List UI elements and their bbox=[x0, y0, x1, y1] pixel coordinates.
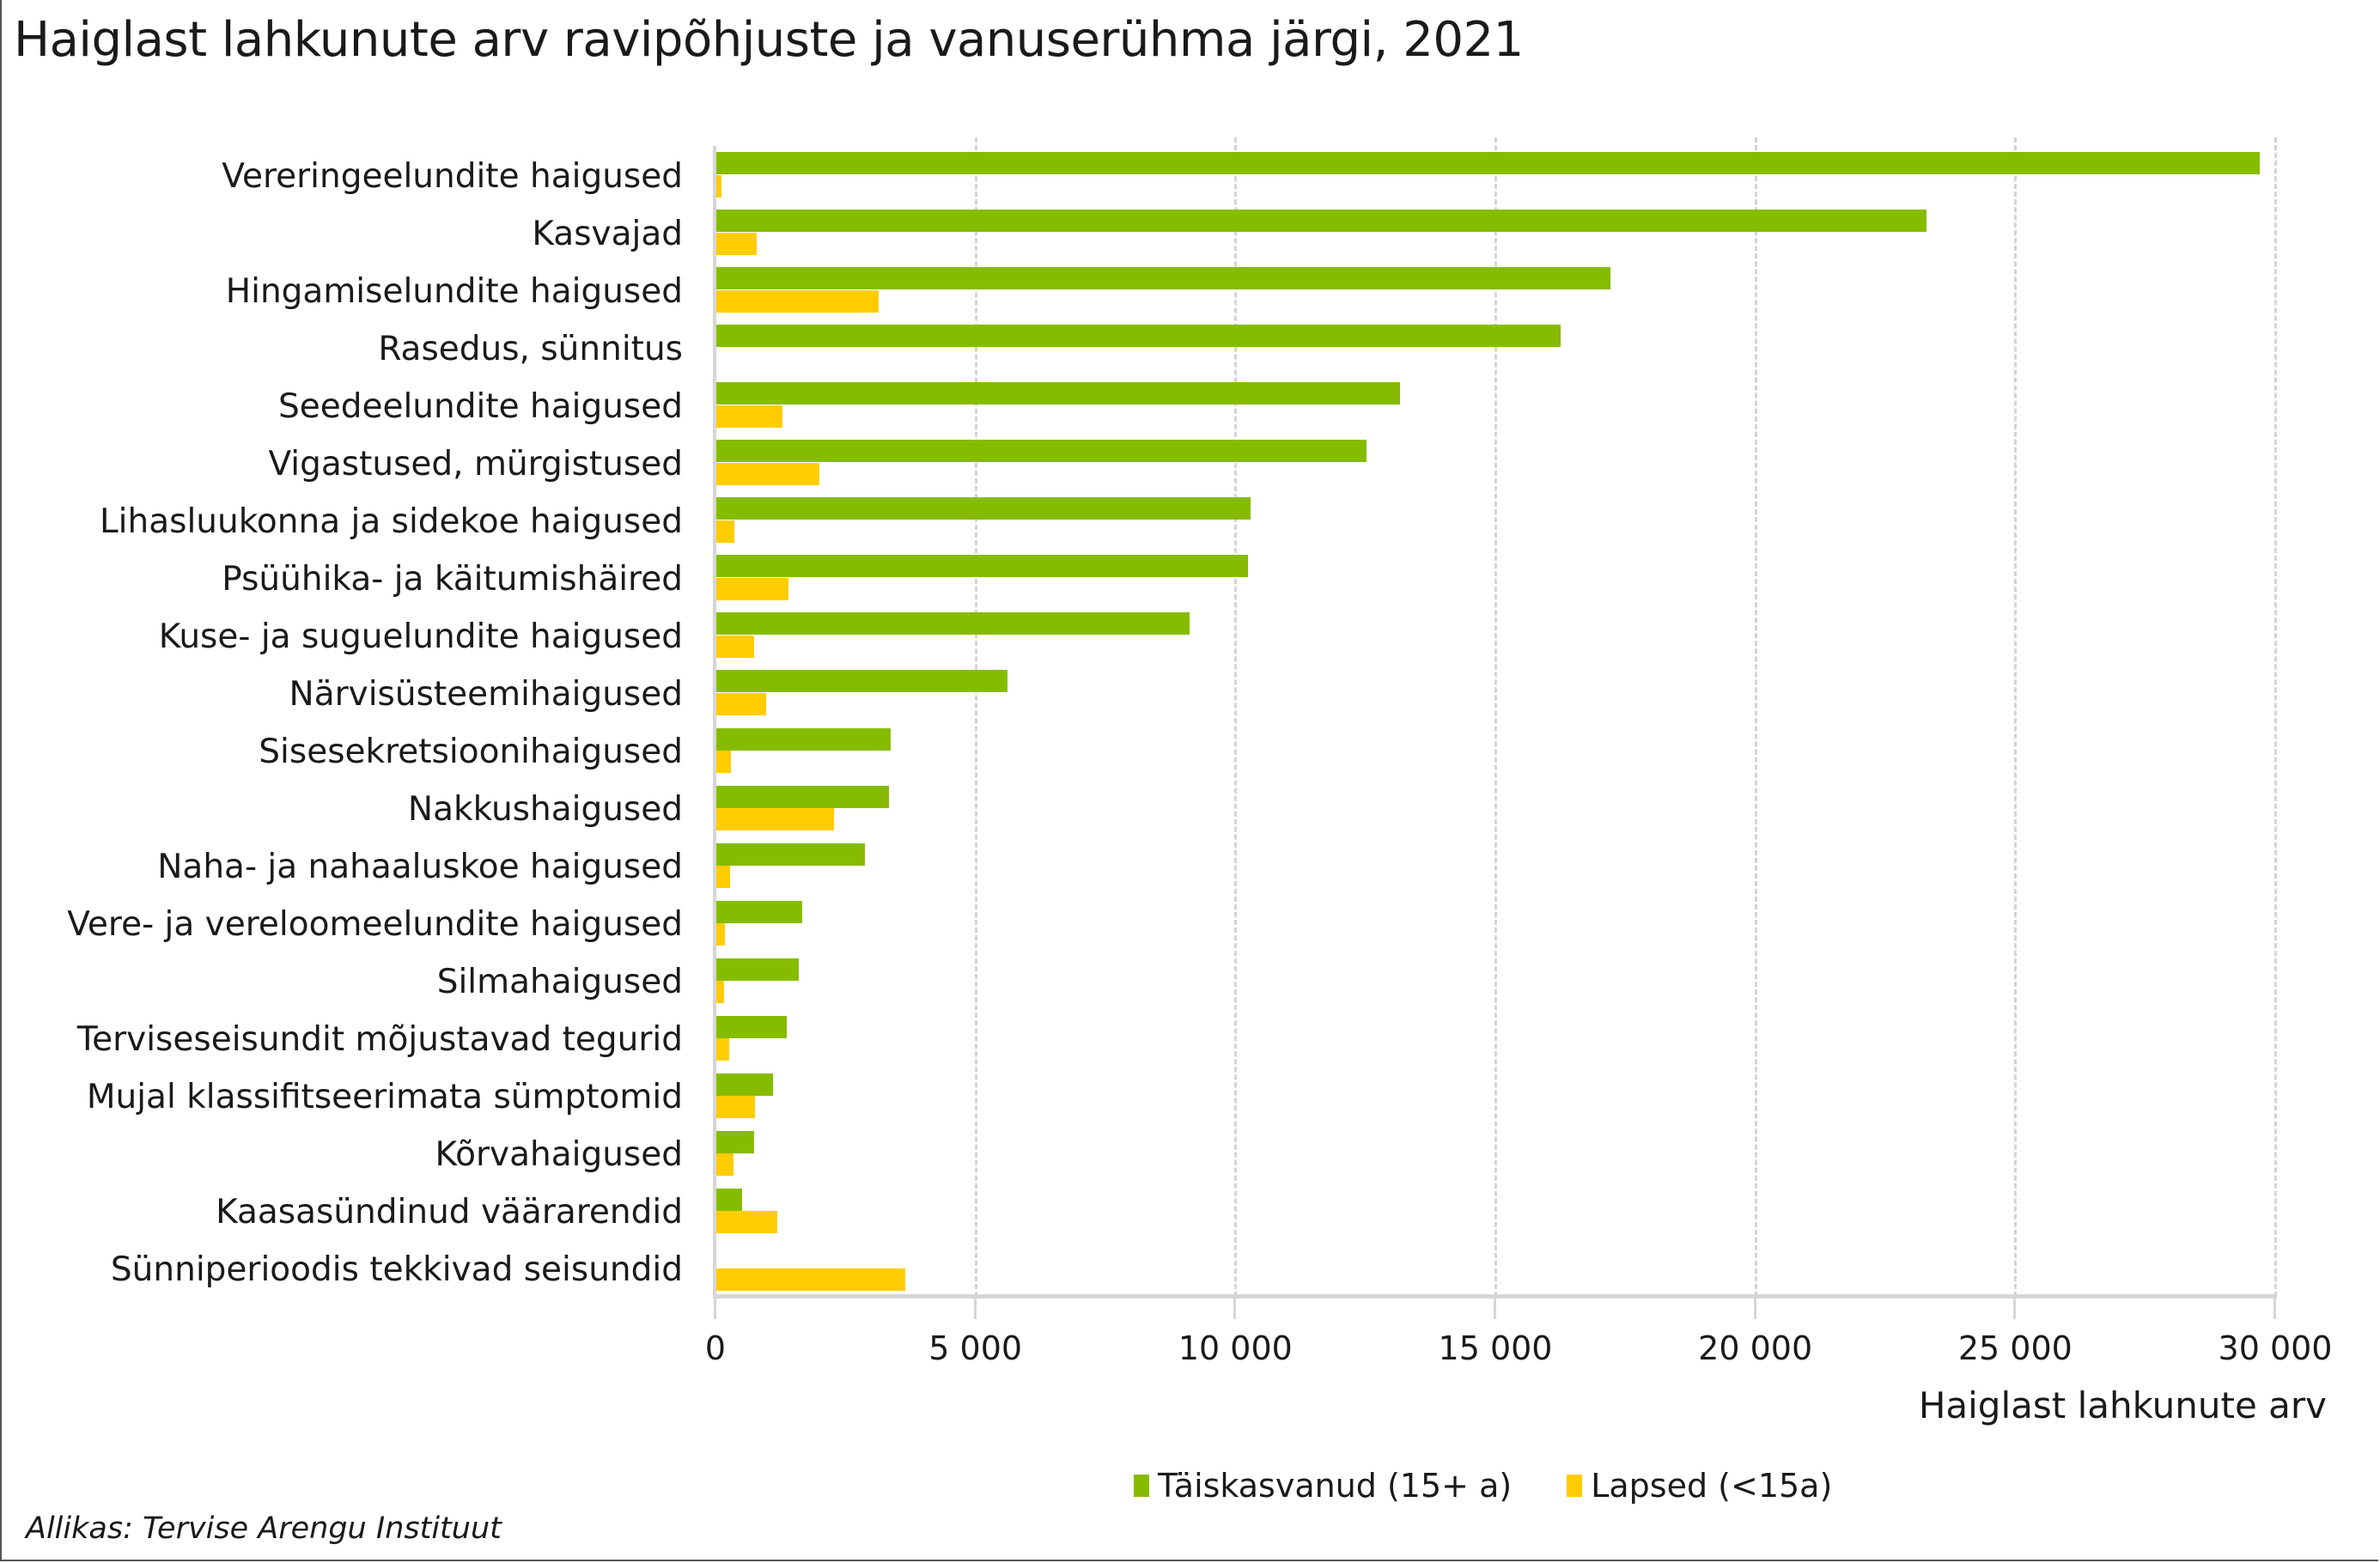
gridline bbox=[2274, 137, 2277, 1297]
legend-item-adults[interactable]: Täiskasvanud (15+ a) bbox=[1134, 1467, 1512, 1505]
bar-adults[interactable] bbox=[715, 267, 1611, 290]
category-label: Närvisüsteemihaigused bbox=[289, 674, 683, 714]
bar-children[interactable] bbox=[715, 808, 835, 831]
gridline bbox=[2014, 137, 2018, 1297]
x-tick-mark bbox=[2013, 1298, 2017, 1319]
chart-title: Haiglast lahkunute arv ravipõhjuste ja v… bbox=[14, 12, 1524, 68]
x-tick-label: 30 000 bbox=[2218, 1329, 2333, 1367]
category-label: Kasvajad bbox=[532, 214, 683, 253]
category-label: Rasedus, sünnitus bbox=[378, 329, 683, 368]
category-label: Sünniperioodis tekkivad seisundid bbox=[110, 1250, 683, 1290]
bar-adults[interactable] bbox=[715, 670, 1007, 693]
category-label: Psüühika- ja käitumishäired bbox=[222, 559, 683, 599]
x-tick-label: 15 000 bbox=[1438, 1329, 1553, 1367]
bar-children[interactable] bbox=[715, 635, 754, 658]
bar-children[interactable] bbox=[715, 692, 766, 715]
legend-swatch-green-icon bbox=[1134, 1475, 1149, 1497]
bar-adults[interactable] bbox=[715, 1130, 754, 1153]
x-tick-mark bbox=[1753, 1298, 1756, 1319]
bar-children[interactable] bbox=[715, 174, 722, 198]
bar-adults[interactable] bbox=[715, 612, 1190, 636]
bar-adults[interactable] bbox=[715, 958, 799, 981]
x-tick-mark bbox=[2273, 1298, 2276, 1319]
category-label: Vigastused, mürgistused bbox=[268, 444, 683, 483]
bar-children[interactable] bbox=[715, 1038, 729, 1061]
bar-children[interactable] bbox=[715, 866, 730, 889]
bar-children[interactable] bbox=[715, 751, 731, 773]
bar-children[interactable] bbox=[715, 1211, 778, 1234]
x-tick-label: 25 000 bbox=[1957, 1329, 2073, 1367]
category-label: Terviseseisundit mõjustavad tegurid bbox=[76, 1020, 683, 1060]
bar-children[interactable] bbox=[715, 462, 820, 485]
category-label: Naha- ja nahaaluskoe haigused bbox=[157, 848, 683, 887]
plot-area bbox=[713, 137, 2277, 1319]
category-label: Sisesekretsioonihaigused bbox=[259, 733, 683, 771]
bar-adults[interactable] bbox=[715, 555, 1249, 578]
legend-label-adults: Täiskasvanud (15+ a) bbox=[1158, 1467, 1513, 1505]
bar-children[interactable] bbox=[715, 1096, 755, 1119]
legend-swatch-yellow-icon bbox=[1567, 1475, 1583, 1497]
category-label: Nakkushaigused bbox=[407, 790, 683, 830]
bar-adults[interactable] bbox=[715, 1188, 742, 1211]
x-tick-mark bbox=[973, 1298, 977, 1319]
bar-children[interactable] bbox=[715, 577, 788, 600]
bar-adults[interactable] bbox=[715, 152, 2260, 174]
x-tick-label: 5 000 bbox=[928, 1329, 1023, 1367]
x-tick-label: 10 000 bbox=[1178, 1329, 1293, 1367]
x-tick-mark bbox=[714, 1298, 716, 1319]
category-label: Vere- ja vereloomeelundite haigused bbox=[67, 905, 683, 945]
x-axis-title: Haiglast lahkunute arv bbox=[1918, 1384, 2327, 1426]
bar-children[interactable] bbox=[715, 1153, 733, 1177]
gridline bbox=[1754, 137, 1757, 1297]
category-label: Hingamiselundite haigused bbox=[225, 271, 683, 311]
bar-children[interactable] bbox=[715, 289, 880, 313]
bar-children[interactable] bbox=[715, 404, 783, 428]
legend: Täiskasvanud (15+ a) Lapsed (<15a) bbox=[1134, 1467, 1875, 1505]
y-axis-line bbox=[713, 146, 716, 1297]
bar-adults[interactable] bbox=[715, 842, 866, 866]
category-label: Silmahaigused bbox=[436, 963, 683, 1002]
gridline bbox=[1494, 137, 1497, 1297]
bar-adults[interactable] bbox=[715, 497, 1251, 520]
bar-children[interactable] bbox=[715, 923, 725, 946]
bar-adults[interactable] bbox=[715, 210, 1927, 233]
category-label: Vereringeelundite haigused bbox=[222, 156, 683, 196]
bar-adults[interactable] bbox=[715, 325, 1561, 348]
gridline bbox=[1234, 137, 1238, 1297]
bar-adults[interactable] bbox=[715, 382, 1401, 405]
bar-children[interactable] bbox=[715, 981, 724, 1004]
x-tick-mark bbox=[1494, 1298, 1496, 1319]
category-label: Mujal klassifitseerimata sümptomid bbox=[86, 1078, 683, 1117]
category-label: Kõrvahaigused bbox=[435, 1135, 683, 1175]
x-tick-label: 0 bbox=[704, 1329, 727, 1367]
bar-adults[interactable] bbox=[715, 440, 1367, 463]
x-tick-label: 20 000 bbox=[1698, 1329, 1813, 1367]
legend-item-children[interactable]: Lapsed (<15a) bbox=[1567, 1467, 1832, 1505]
source-note: Allikas: Tervise Arengu Instituut bbox=[26, 1511, 502, 1546]
x-axis-line bbox=[713, 1294, 2277, 1298]
bar-adults[interactable] bbox=[715, 785, 890, 808]
bar-children[interactable] bbox=[715, 232, 757, 255]
bar-adults[interactable] bbox=[715, 900, 803, 923]
category-label: Seedeelundite haigused bbox=[277, 386, 683, 426]
bar-children[interactable] bbox=[715, 520, 734, 543]
gridline bbox=[974, 137, 977, 1297]
category-label: Lihasluukonna ja sidekoe haigused bbox=[99, 502, 683, 541]
bar-adults[interactable] bbox=[715, 1073, 773, 1096]
bar-adults[interactable] bbox=[715, 727, 891, 751]
bar-adults[interactable] bbox=[715, 1015, 787, 1038]
category-label: Kaasasündinud väärarendid bbox=[216, 1193, 683, 1232]
x-tick-mark bbox=[1233, 1298, 1237, 1319]
legend-label-children: Lapsed (<15a) bbox=[1591, 1467, 1833, 1505]
category-label: Kuse- ja suguelundite haigused bbox=[158, 617, 683, 656]
bar-children[interactable] bbox=[715, 1268, 905, 1292]
